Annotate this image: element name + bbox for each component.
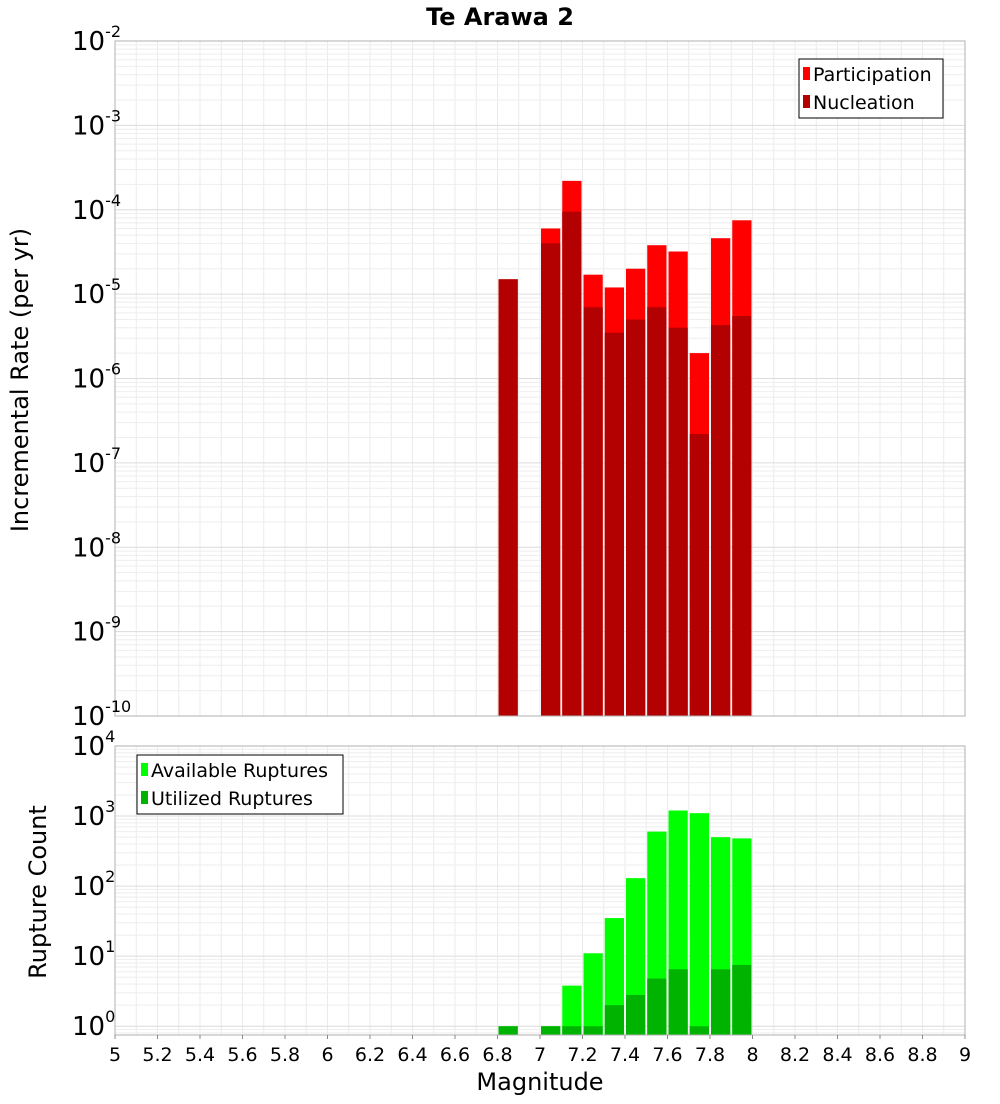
top-legend-box: [798, 58, 944, 119]
top-y-tick-label: 10-4: [72, 191, 121, 226]
top-bar: [604, 332, 624, 716]
top-bar: [647, 307, 667, 716]
x-tick-label: 5.8: [270, 1044, 300, 1066]
x-tick-label: 7: [534, 1044, 546, 1066]
top-bar: [689, 433, 709, 716]
x-tick-label: 6.6: [440, 1044, 470, 1066]
top-y-tick-label: 10-9: [72, 613, 121, 648]
top-legend-label: Nucleation: [813, 92, 915, 114]
top-y-tick-label: 10-3: [72, 106, 121, 141]
chart-title: Te Arawa 2: [426, 3, 574, 31]
bottom-bar: [498, 1026, 518, 1035]
top-legend-swatch: [803, 67, 810, 80]
x-tick-label: 5.2: [142, 1044, 172, 1066]
top-bar: [562, 211, 582, 716]
x-tick-labels: 5 5.2 5.4 5.6 5.8 6 6.2 6.4 6.6 6.8 7 7.2 7.4 7.6 7.8 8…: [109, 1035, 971, 1066]
bottom-bar: [604, 1005, 624, 1035]
x-tick-label: 7.4: [610, 1044, 640, 1066]
bottom-bar: [647, 978, 667, 1035]
top-bar: [711, 325, 731, 716]
x-tick-label: 7.2: [567, 1044, 597, 1066]
bottom-legend-label: Utilized Ruptures: [151, 788, 313, 810]
bottom-legend-box: [136, 754, 344, 815]
x-axis-label: Magnitude: [476, 1068, 603, 1096]
bottom-y-tick-label: 101: [72, 937, 115, 972]
bottom-bar: [583, 953, 603, 1035]
bottom-y-tick-label: 102: [72, 867, 115, 902]
bottom-bar: [562, 985, 582, 1035]
top-y-tick-label: 10-7: [72, 444, 121, 479]
bottom-y-tick-labels: 100 101 102 103 104: [72, 727, 115, 1042]
x-tick-label: 7.6: [652, 1044, 682, 1066]
bottom-legend-swatch: [141, 791, 148, 804]
x-tick-label: 8.2: [780, 1044, 810, 1066]
x-tick-label: 8.4: [822, 1044, 852, 1066]
top-y-axis-label: Incremental Rate (per yr): [6, 228, 34, 532]
top-series-nucleation: [498, 211, 752, 717]
x-tick-label: 9: [959, 1044, 971, 1066]
top-legend-label: Participation: [813, 64, 932, 86]
top-y-tick-label: 10-2: [72, 22, 121, 57]
top-bar: [583, 307, 603, 716]
top-bar: [498, 279, 518, 716]
x-tick-label: 8.6: [865, 1044, 895, 1066]
bottom-gridlines: [114, 745, 966, 1035]
x-tick-label: 8: [746, 1044, 758, 1066]
bottom-bar: [583, 1026, 603, 1035]
x-tick-label: 5.6: [227, 1044, 257, 1066]
x-tick-label: 6.8: [482, 1044, 512, 1066]
bottom-bar: [732, 964, 752, 1035]
x-tick-label: 6: [321, 1044, 333, 1066]
top-y-tick-label: 10-5: [72, 275, 121, 310]
top-bar: [668, 327, 688, 716]
bottom-bar: [668, 969, 688, 1035]
top-legend: Participation Nucleation: [798, 58, 944, 119]
bottom-y-tick-label: 100: [72, 1007, 115, 1042]
x-tick-label: 5.4: [185, 1044, 215, 1066]
top-y-tick-label: 10-10: [72, 697, 131, 732]
top-gridlines: [114, 40, 966, 717]
x-tick-label: 8.8: [907, 1044, 937, 1066]
bottom-y-axis-label: Rupture Count: [24, 805, 52, 979]
bottom-bar: [689, 1026, 709, 1035]
bottom-y-tick-label: 103: [72, 797, 115, 832]
bottom-legend-label: Available Ruptures: [151, 760, 328, 782]
bottom-legend-swatch: [141, 763, 148, 776]
top-y-tick-labels: 10-10 10-9 10-8 10-7 10-6 10-5 10-4 10-3 10-2: [72, 22, 131, 732]
x-tick-label: 6.4: [397, 1044, 427, 1066]
top-bar: [732, 316, 752, 716]
top-y-tick-label: 10-8: [72, 528, 121, 563]
bottom-bar: [689, 813, 709, 1035]
bottom-bar: [626, 994, 646, 1035]
bottom-y-tick-label: 104: [72, 727, 115, 762]
bottom-legend: Available Ruptures Utilized Ruptures: [136, 754, 344, 815]
top-plot-frame: [114, 40, 966, 717]
top-y-tick-label: 10-6: [72, 360, 121, 395]
bottom-bar: [711, 969, 731, 1035]
bottom-bar: [541, 1026, 561, 1035]
x-tick-label: 6.2: [355, 1044, 385, 1066]
top-bar: [626, 319, 646, 716]
bottom-bar: [562, 1026, 582, 1035]
x-tick-label: 5: [109, 1044, 121, 1066]
top-legend-swatch: [803, 95, 810, 108]
chart-marks: 10-10 10-9 10-8 10-7 10-6 10-5 10-4 10-3 10-2 Par…: [72, 22, 971, 1066]
top-bar: [541, 243, 561, 717]
x-tick-label: 7.8: [695, 1044, 725, 1066]
bottom-series-utilized-ruptures: [498, 964, 752, 1035]
